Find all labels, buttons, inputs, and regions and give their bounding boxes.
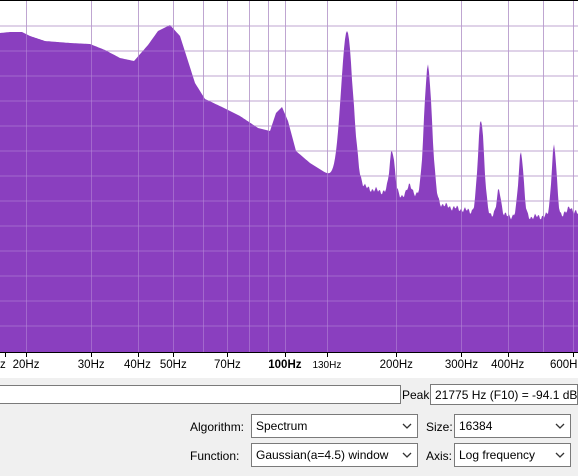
- tick-mark: [26, 353, 27, 357]
- peak-value-field[interactable]: 21775 Hz (F10) = -94.1 dB: [430, 384, 578, 405]
- size-select[interactable]: 16384: [454, 414, 571, 438]
- tick-mark: [327, 353, 328, 357]
- peak-label: Peak:: [402, 388, 433, 402]
- tick-label: 600H: [550, 359, 578, 371]
- tick-mark: [173, 353, 174, 357]
- size-label: Size:: [426, 420, 453, 434]
- tick-label: 130Hz: [312, 360, 342, 371]
- tick-mark: [573, 353, 574, 357]
- spectrum-fill: [0, 25, 578, 352]
- plot-grid-overlay: [0, 1, 578, 352]
- tick-mark: [285, 353, 286, 357]
- function-select[interactable]: Gaussian(a=4.5) window: [251, 443, 418, 467]
- chevron-down-icon: [555, 452, 565, 458]
- function-label: Function:: [190, 449, 240, 463]
- chevron-down-icon: [555, 423, 565, 429]
- spectrum-graph[interactable]: [0, 1, 578, 352]
- tick-label: 200Hz: [379, 359, 413, 371]
- size-value: 16384: [459, 419, 493, 433]
- tick-label: z: [0, 359, 6, 371]
- tick-label: 400Hz: [491, 359, 525, 371]
- function-value: Gaussian(a=4.5) window: [256, 448, 389, 462]
- tick-mark: [91, 353, 92, 357]
- algorithm-select[interactable]: Spectrum: [251, 414, 418, 438]
- algorithm-value: Spectrum: [256, 419, 308, 433]
- chevron-down-icon: [402, 423, 412, 429]
- tick-label: 100Hz: [268, 359, 302, 371]
- cursor-readout-field[interactable]: [0, 385, 401, 404]
- tick-mark: [227, 353, 228, 357]
- tick-label: 30Hz: [77, 359, 105, 371]
- axis-select[interactable]: Log frequency: [454, 443, 571, 467]
- tick-label: 70Hz: [213, 359, 241, 371]
- chevron-down-icon: [402, 452, 412, 458]
- tick-label: 20Hz: [12, 359, 40, 371]
- spectrum-plot[interactable]: [0, 0, 578, 352]
- tick-mark: [138, 353, 139, 357]
- peak-row: Peak: 21775 Hz (F10) = -94.1 dB: [0, 382, 578, 406]
- tick-label: 50Hz: [159, 359, 187, 371]
- tick-mark: [461, 353, 462, 357]
- tick-mark: [508, 353, 509, 357]
- tick-label: 300Hz: [444, 359, 479, 371]
- tick-mark: [5, 353, 6, 357]
- tick-mark: [396, 353, 397, 357]
- algorithm-label: Algorithm:: [190, 420, 245, 434]
- axis-label: Axis:: [426, 449, 453, 463]
- axis-value: Log frequency: [459, 448, 536, 462]
- tick-label: 40Hz: [124, 359, 151, 371]
- frequency-axis: z 20Hz 30Hz 40Hz 50Hz 70Hz 100Hz 130Hz 200Hz 300H…: [0, 352, 578, 378]
